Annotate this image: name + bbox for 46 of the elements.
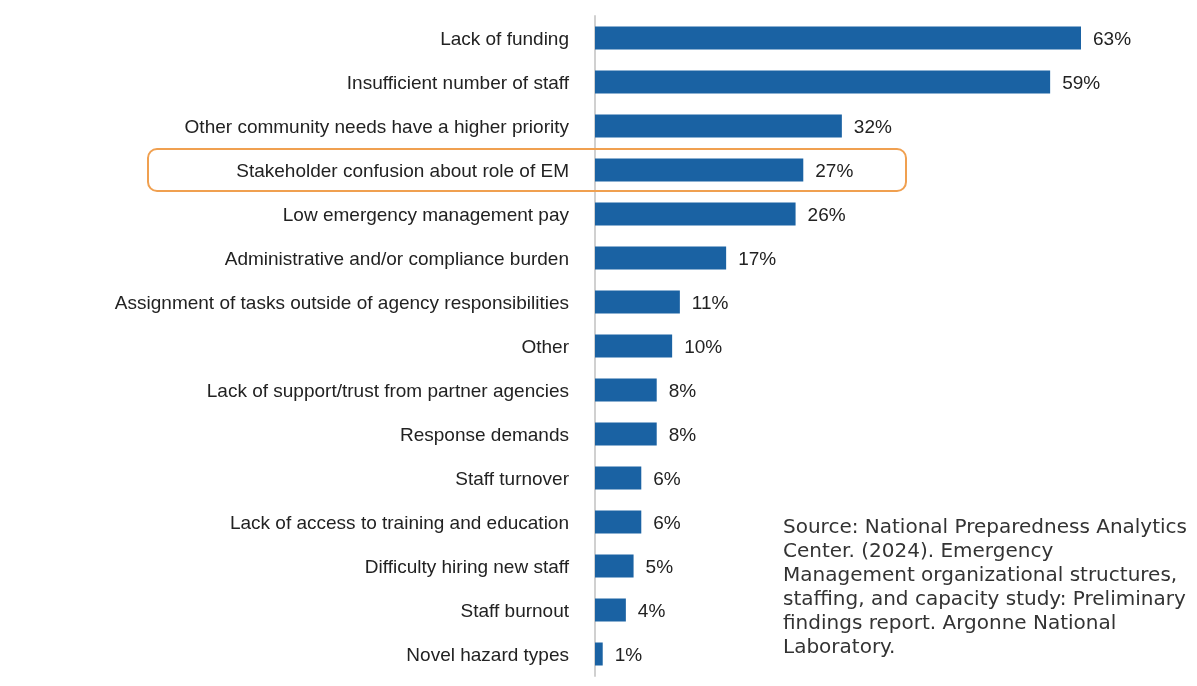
data-label: 8% [668, 379, 697, 401]
y-tick-label: Insufficient number of staff [346, 71, 570, 93]
annotation: Source: National Preparedness Analytics Center. (2024). Emergency Management organizational structures, staffing, and capacity study: Preliminary findings report. Argonne National Laboratory. [783, 514, 1188, 658]
bar [595, 554, 634, 578]
bar [595, 246, 727, 270]
y-tick-label: Assignment of tasks outside of agency responsibilities [114, 291, 569, 313]
data-label: 10% [684, 335, 723, 357]
y-tick-label: Staff burnout [460, 599, 570, 621]
bar [595, 70, 1051, 94]
data-label: 27% [815, 159, 854, 181]
data-label: 4% [637, 599, 666, 621]
data-label: 63% [1093, 27, 1132, 49]
y-tick-label: Low emergency management pay [282, 203, 570, 225]
data-label: 26% [807, 203, 846, 225]
y-tick-label: Administrative and/or compliance burden [224, 247, 569, 269]
y-tick-label: Novel hazard types [406, 643, 569, 665]
data-label: 1% [614, 643, 643, 665]
data-label: 6% [653, 467, 681, 489]
bar [595, 158, 804, 182]
data-label: 17% [738, 247, 777, 269]
y-tick-label: Lack of support/trust from partner agencies [206, 379, 569, 401]
bar [595, 26, 1081, 50]
y-tick-label: Lack of funding [440, 27, 569, 49]
bar [595, 202, 796, 226]
y-tick-label: Difficulty hiring new staff [364, 555, 570, 577]
data-label: 32% [853, 115, 892, 137]
y-tick-label: Lack of access to training and education [229, 511, 569, 533]
y-tick-label: Staff turnover [455, 467, 570, 489]
data-label: 5% [645, 555, 674, 577]
bar [595, 114, 842, 138]
data-label: 59% [1062, 71, 1101, 93]
bar [595, 422, 657, 446]
y-tick-label: Other [521, 335, 570, 357]
bar [595, 642, 603, 666]
bar [595, 510, 642, 534]
data-label: 6% [653, 511, 681, 533]
data-label: 11% [691, 291, 729, 313]
bar [595, 334, 673, 358]
data-label: 8% [668, 423, 697, 445]
bar [595, 378, 657, 402]
bar [595, 598, 626, 622]
bar [595, 290, 680, 314]
y-tick-label: Response demands [400, 423, 569, 445]
y-tick-label: Other community needs have a higher priority [184, 115, 570, 137]
y-tick-label: Stakeholder confusion about role of EM [236, 159, 569, 181]
bar [595, 466, 642, 490]
